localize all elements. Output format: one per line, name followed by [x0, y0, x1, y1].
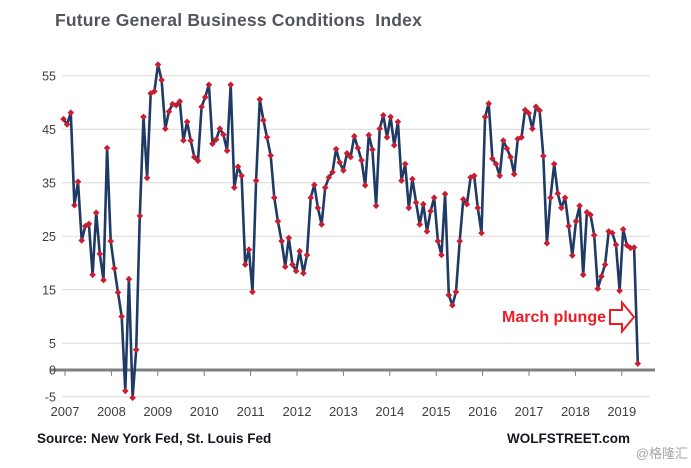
series-polyline [62, 63, 640, 400]
x-year-label-2019: 2019 [607, 404, 636, 419]
x-year-label-2017: 2017 [515, 404, 544, 419]
chart-title: Future General Business Conditions Index [55, 10, 423, 30]
x-year-label-2007: 2007 [51, 404, 80, 419]
x-year-label-2015: 2015 [422, 404, 451, 419]
x-axis-year-labels: 2007 2008 2009 2010 2011 2012 2013 2014 2015 2016… [51, 404, 637, 419]
x-year-label-2010: 2010 [190, 404, 219, 419]
diamond-markers [60, 61, 642, 402]
x-year-label-2014: 2014 [375, 404, 404, 419]
annotation-text: March plunge [502, 309, 606, 326]
y-tick-label-55: 55 [42, 69, 56, 83]
y-axis-tick-labels: -5 0 5 15 25 35 45 55 [42, 69, 56, 404]
y-tick-label-45: 45 [42, 123, 56, 137]
x-year-label-2013: 2013 [329, 404, 358, 419]
annotation-march-plunge: March plunge [502, 299, 636, 335]
data-series-line [62, 63, 640, 400]
y-tick-label-5: 5 [49, 337, 56, 351]
x-year-label-2018: 2018 [561, 404, 590, 419]
x-year-label-2016: 2016 [468, 404, 497, 419]
y-tick-label-0: 0 [49, 364, 56, 378]
y-tick-label-35: 35 [42, 176, 56, 190]
y-tick-label--5: -5 [45, 390, 56, 404]
zero-axis-line [50, 368, 655, 376]
source-note: Source: New York Fed, St. Louis Fed [37, 431, 272, 446]
y-tick-label-15: 15 [42, 283, 56, 297]
annotation-arrow-icon [609, 299, 636, 335]
data-point-markers [60, 61, 642, 402]
x-year-label-2008: 2008 [97, 404, 126, 419]
watermark-gelonghui: @格隆汇 [635, 446, 688, 461]
x-year-label-2009: 2009 [143, 404, 172, 419]
brand-wolfstreet: WOLFSTREET.com [506, 431, 630, 446]
x-year-label-2011: 2011 [237, 404, 265, 419]
y-tick-label-25: 25 [42, 230, 56, 244]
x-year-label-2012: 2012 [283, 404, 312, 419]
